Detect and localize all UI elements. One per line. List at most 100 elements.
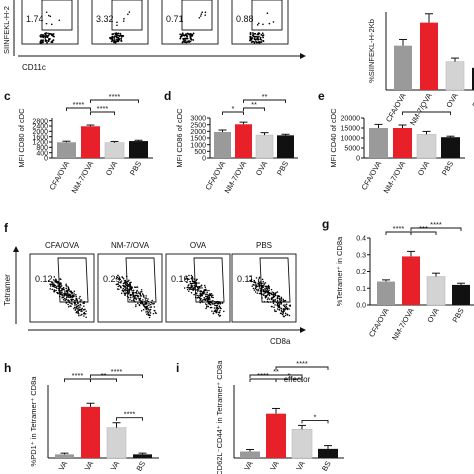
flow-f-event: [129, 283, 131, 285]
flow-top-event: [111, 33, 114, 36]
flow-f-event: [205, 307, 207, 310]
flow-top-event: [251, 36, 254, 39]
flow-f-event: [192, 289, 194, 292]
flow-f-event: [140, 302, 142, 305]
flow-f-event: [193, 280, 195, 283]
flow-f-event: [282, 300, 285, 302]
flow-f-event: [203, 284, 206, 287]
flow-f-event: [85, 310, 87, 312]
flow-f-event: [78, 297, 80, 299]
flow-f-event: [122, 277, 125, 280]
flow-f-event: [210, 293, 213, 295]
flow-f-event: [188, 274, 190, 277]
flow-f-event: [193, 288, 195, 290]
flow-f-event: [218, 300, 220, 303]
flow-top-event: [51, 40, 54, 43]
flow-f-event: [278, 305, 281, 308]
flow-f-gate-0: [57, 257, 89, 303]
y-tick-label-d-6: 3000: [190, 116, 206, 123]
flow-top-event: [188, 40, 191, 42]
flow-panel-f: f CFA/OVA 0.12 NM-7/OVA 0.29 OVA 0.16 PBS 0.11 CD…: [3, 221, 306, 346]
flow-f-event: [282, 298, 284, 300]
flow-f-event: [66, 285, 68, 287]
flow-f-event: [193, 293, 195, 296]
flow-top-event: [189, 32, 192, 35]
flow-f-event: [84, 308, 86, 311]
flow-f-event: [150, 306, 153, 308]
flow-f-event: [120, 292, 123, 294]
flow-f-event: [194, 296, 197, 299]
flow-f-event: [209, 304, 212, 306]
flow-top-event: [115, 35, 118, 38]
flow-f-event: [71, 291, 74, 294]
flow-top-event: [117, 34, 120, 37]
flow-f-event: [208, 298, 211, 300]
flow-f-event: [80, 299, 83, 301]
flow-f-event: [268, 286, 271, 288]
flow-f-event: [64, 293, 66, 296]
flow-f-event: [208, 294, 211, 296]
flow-f-event: [196, 285, 199, 288]
flow-top-event: [49, 32, 52, 35]
chart-h: h%PD1⁺ in Tetramer⁺ CD8a VA VA VA BS**** ** **…: [4, 361, 159, 473]
flow-f-event: [278, 297, 281, 299]
flow-top-event: [186, 40, 189, 43]
flow-f-event: [282, 312, 284, 315]
flow-f-event: [57, 280, 59, 283]
flow-f-event: [284, 314, 287, 317]
flow-f-event: [61, 287, 63, 290]
flow-f-event: [125, 284, 128, 287]
flow-top-event: [47, 34, 50, 37]
flow-f-event: [217, 307, 220, 310]
flow-f-event: [258, 292, 261, 295]
flow-f-event: [55, 289, 57, 292]
y-tick-label-d-2: 1000: [190, 142, 206, 149]
flow-f-event: [214, 304, 216, 306]
flow-f-event: [61, 296, 63, 299]
chart-g: g 0.0 0.1 0.2 0.3 0.4 %Tetramer⁺ in CD8a CFA/OV…: [322, 217, 474, 342]
y-tick-label-d-0: 0: [202, 156, 206, 163]
flow-f-event: [280, 299, 283, 302]
flow-f-event: [215, 307, 217, 309]
flow-f-event: [253, 279, 255, 282]
flow-f-event: [129, 285, 132, 288]
flow-f-event: [142, 299, 144, 301]
flow-top-event: [186, 35, 189, 38]
flow-f-event: [262, 289, 264, 291]
flow-f-event: [284, 312, 287, 315]
category-label-h-0: VA: [57, 460, 70, 473]
flow-f-event: [212, 296, 214, 299]
flow-top-event: [44, 38, 47, 41]
flow-top-value-3: 0.88: [236, 14, 254, 24]
flow-f-event: [124, 290, 127, 292]
flow-f-event: [124, 279, 127, 282]
flow-f-event: [218, 312, 221, 314]
flow-f-event: [79, 301, 81, 303]
flow-f-event: [208, 296, 211, 298]
flow-top-event: [257, 22, 260, 25]
category-label-h-2: VA: [109, 460, 122, 473]
y-tick-label-c-3: 1200: [32, 140, 48, 147]
flow-f-event: [200, 284, 203, 286]
flow-f-event: [198, 286, 201, 289]
flow-f-event: [59, 295, 61, 298]
flow-top-event: [116, 38, 119, 41]
flow-f-event: [280, 296, 283, 299]
category-label-h-3: BS: [134, 460, 147, 473]
flow-f-event: [284, 299, 287, 302]
flow-f-event: [53, 276, 56, 278]
flow-f-event: [264, 282, 267, 284]
flow-f-event: [216, 311, 218, 314]
flow-f-event: [216, 304, 218, 307]
flow-f-event: [130, 296, 132, 299]
flow-top-event: [259, 38, 262, 40]
flow-f-event: [75, 311, 77, 314]
y-axis-label-d: MFI CD86 of cDC: [175, 108, 184, 168]
bar-c-0: [57, 142, 76, 158]
flow-f-event: [116, 288, 119, 290]
flow-f-xlabel: CD8a: [270, 337, 291, 346]
y-tick-label-e-0: 0: [356, 156, 360, 163]
flow-top-event: [204, 11, 207, 14]
flow-f-event: [190, 288, 192, 290]
flow-f-event: [71, 293, 73, 295]
